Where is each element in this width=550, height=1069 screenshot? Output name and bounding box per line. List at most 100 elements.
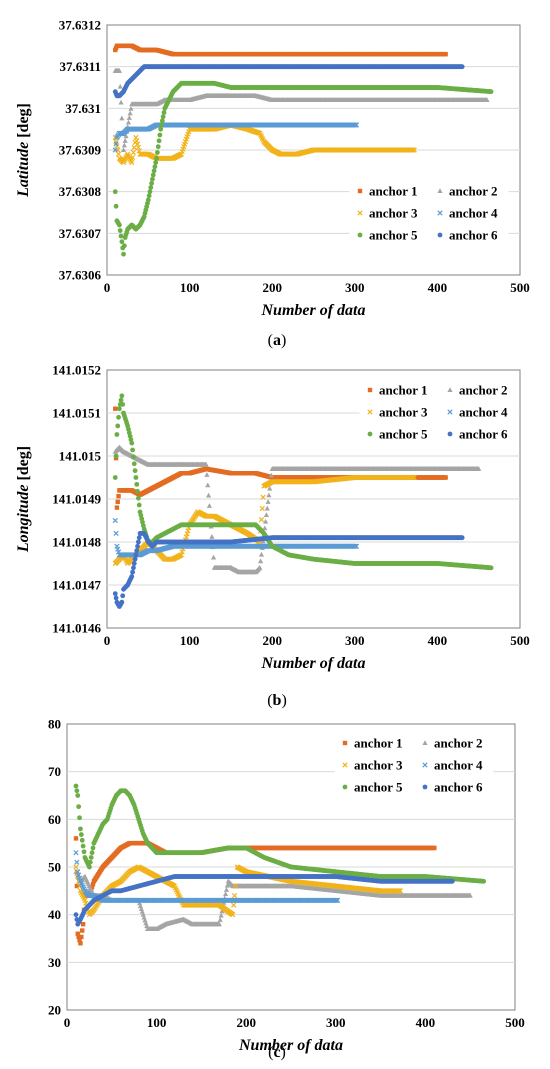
- data-point: [131, 565, 136, 571]
- caption-letter: b: [273, 692, 282, 709]
- data-point: [130, 447, 136, 453]
- x-tick-label: 0: [64, 1015, 71, 1030]
- data-point: [203, 461, 209, 467]
- data-point: [80, 922, 86, 927]
- data-point: [135, 543, 140, 549]
- data-point: [119, 239, 125, 245]
- data-point: [159, 122, 164, 128]
- chart-panel-b: 141.0146 141.0147 141.0148 141.0149 141.015 1…: [0, 355, 550, 710]
- data-point: [209, 534, 215, 539]
- legend-marker: [447, 387, 453, 392]
- data-point: [147, 189, 153, 195]
- x-tick-label: 0: [104, 633, 111, 648]
- data-point: [443, 475, 448, 480]
- y-axis-unit: [deg]: [15, 446, 32, 481]
- legend-label: anchor 4: [449, 206, 498, 221]
- data-point: [145, 197, 151, 203]
- data-point: [204, 472, 210, 477]
- legend-marker: [437, 210, 443, 216]
- data-point: [155, 144, 161, 150]
- series-anchor-1: [113, 43, 448, 57]
- data-point: [135, 495, 141, 501]
- data-point: [136, 502, 142, 508]
- legend-marker: [437, 232, 443, 238]
- legend-marker: [367, 387, 373, 393]
- legend-label: anchor 2: [459, 383, 508, 398]
- data-point: [73, 836, 79, 841]
- y-tick-label: 70: [48, 764, 61, 779]
- data-point: [126, 115, 132, 120]
- data-point: [121, 243, 127, 249]
- data-point: [151, 168, 157, 174]
- data-point: [488, 565, 494, 571]
- data-point: [113, 595, 119, 601]
- y-tick-label: 37.631: [65, 101, 101, 116]
- data-point: [112, 517, 118, 524]
- data-point: [116, 68, 122, 73]
- data-point: [353, 122, 360, 128]
- data-point: [120, 147, 127, 152]
- data-point: [156, 138, 162, 144]
- legend-label: anchor 6: [449, 228, 498, 243]
- data-point: [133, 552, 139, 558]
- data-point: [443, 51, 448, 57]
- data-point: [119, 393, 125, 399]
- figure-caption: (a): [268, 332, 287, 349]
- y-tick-label: 141.0149: [52, 492, 101, 507]
- legend-label: anchor 2: [449, 184, 498, 199]
- y-axis-name: Longitude: [15, 485, 32, 554]
- data-point: [123, 133, 129, 139]
- data-point: [205, 492, 212, 498]
- legend-marker: [367, 431, 373, 437]
- data-point: [113, 203, 119, 209]
- series-anchor-5: [112, 80, 494, 257]
- data-point: [115, 423, 121, 429]
- data-point: [260, 494, 266, 500]
- data-point: [130, 149, 137, 156]
- data-point: [75, 931, 80, 936]
- data-point: [262, 518, 269, 524]
- data-point: [459, 535, 465, 541]
- data-point: [132, 556, 138, 562]
- series-anchor-4: [112, 517, 360, 558]
- data-point: [154, 150, 160, 155]
- data-point: [160, 114, 166, 120]
- y-tick-label: 141.0148: [52, 535, 101, 550]
- series-anchor-2: [112, 68, 490, 152]
- data-point: [148, 185, 154, 190]
- data-point: [89, 884, 95, 890]
- data-point: [116, 414, 121, 420]
- y-tick-label: 37.6307: [59, 226, 102, 241]
- data-point: [112, 591, 118, 596]
- data-point: [488, 89, 494, 95]
- data-point: [267, 485, 273, 491]
- data-point: [115, 151, 122, 157]
- data-point: [149, 180, 155, 186]
- data-point: [113, 406, 118, 411]
- x-tick-label: 0: [104, 280, 111, 295]
- data-point: [125, 119, 132, 125]
- latitude-chart: 37.630637.630737.630837.630937.63137.631…: [15, 18, 530, 350]
- x-tick-label: 400: [428, 280, 448, 295]
- data-point: [459, 64, 465, 70]
- data-point: [118, 99, 124, 105]
- data-point: [114, 505, 120, 510]
- series-anchor-4: [112, 122, 360, 153]
- caption-close: ): [281, 692, 286, 709]
- caption-letter: a: [273, 332, 281, 349]
- data-point: [90, 881, 96, 887]
- data-point: [116, 493, 121, 499]
- x-tick-label: 500: [505, 1015, 525, 1030]
- legend-marker: [357, 210, 363, 216]
- series-anchor-5: [112, 393, 494, 571]
- data-point: [129, 440, 135, 446]
- data-point: [263, 512, 270, 518]
- legend-marker: [437, 188, 443, 193]
- legend-marker: [357, 232, 363, 238]
- y-axis-title: Latitude [deg]: [15, 103, 32, 198]
- data-point: [117, 228, 123, 233]
- data-point: [258, 517, 265, 523]
- data-point: [258, 551, 265, 557]
- data-point: [120, 593, 126, 599]
- data-point: [74, 883, 80, 889]
